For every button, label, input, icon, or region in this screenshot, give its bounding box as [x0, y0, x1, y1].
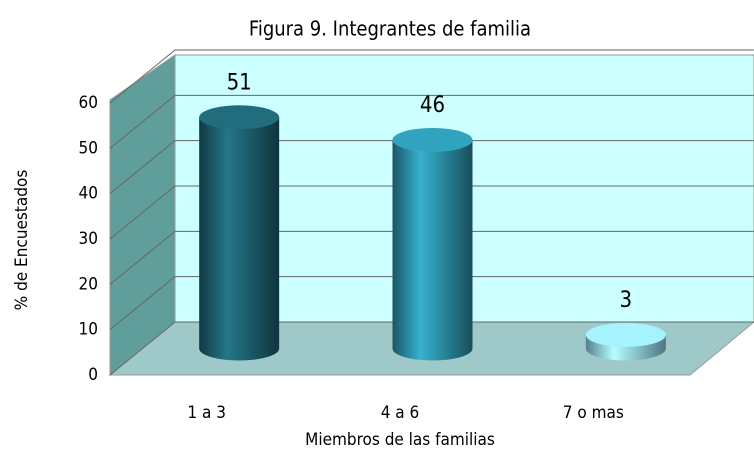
x-axis-label: Miembros de las familias — [305, 430, 495, 450]
grid-line — [109, 230, 754, 285]
y-tick-label: 40 — [79, 184, 98, 204]
bar-body — [392, 139, 473, 361]
y-tick-label: 50 — [79, 138, 98, 158]
bar — [392, 127, 473, 361]
data-label: 51 — [227, 70, 252, 95]
y-tick-label: 20 — [79, 274, 98, 294]
y-axis-label: % de Encuestados — [12, 170, 32, 311]
grid-line — [109, 140, 754, 195]
grid-line — [109, 276, 754, 331]
y-tick-label: 0 — [88, 365, 98, 385]
y-tick-label: 10 — [79, 320, 98, 340]
y-tick-label: 30 — [79, 229, 98, 249]
bar — [585, 322, 666, 361]
grid-line — [109, 185, 754, 240]
bar — [199, 105, 280, 361]
grid-line — [109, 321, 754, 376]
grid-line — [109, 49, 754, 104]
data-label: 46 — [420, 93, 445, 118]
bar-body — [199, 117, 280, 361]
bar-top — [585, 322, 666, 347]
x-tick-label: 1 a 3 — [187, 403, 226, 423]
chart-title: Figura 9. Integrantes de familia — [249, 17, 531, 41]
data-label: 3 — [620, 288, 633, 313]
bar-top — [199, 105, 280, 130]
x-tick-label: 7 o mas — [563, 403, 624, 423]
y-tick-label: 60 — [79, 93, 98, 113]
x-tick-label: 4 a 6 — [381, 403, 420, 423]
grid-line — [109, 94, 754, 149]
bar-top — [392, 127, 473, 152]
